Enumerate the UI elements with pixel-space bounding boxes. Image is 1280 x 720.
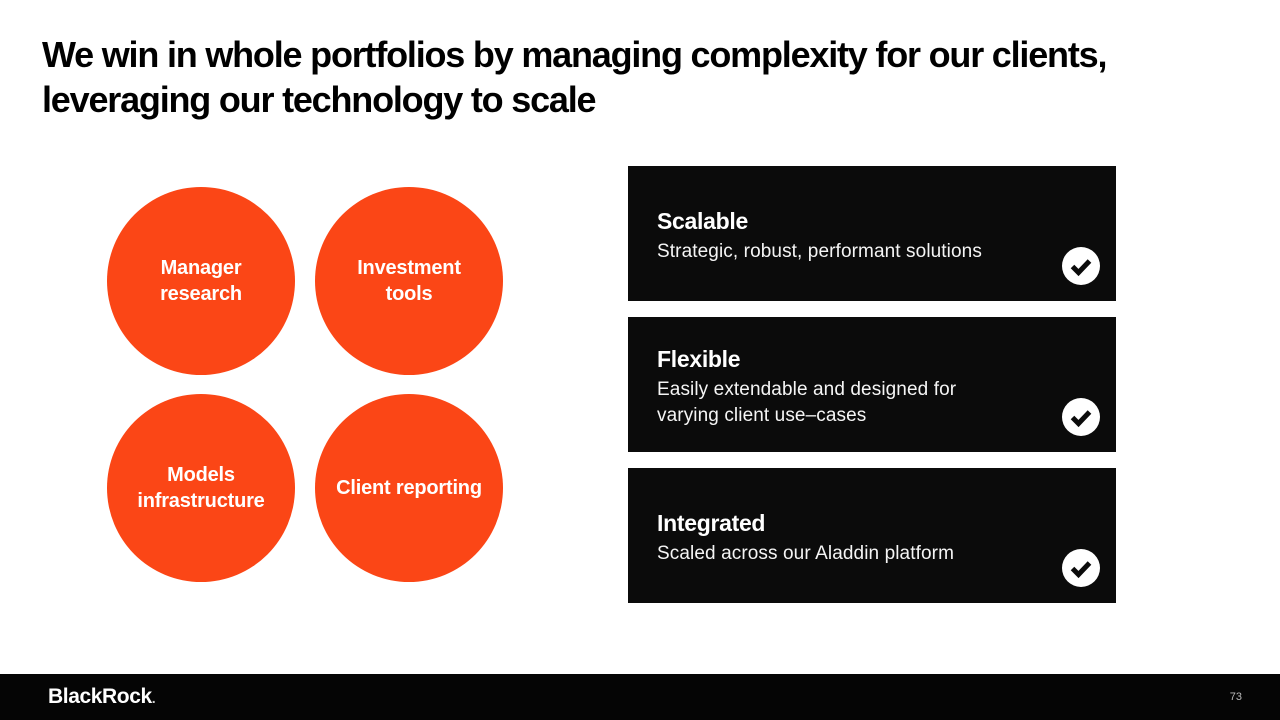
card-title: Scalable [657, 208, 748, 234]
card-description: Easily extendable and designed for varyi… [657, 379, 957, 426]
blackrock-logo-dot: . [151, 690, 156, 706]
slide-title: We win in whole portfolios by managing c… [42, 34, 1107, 120]
page-number: 73 [1229, 691, 1242, 703]
circle-manager-research: Manager research [107, 187, 295, 375]
blackrock-logo: BlackRock. [48, 685, 156, 709]
circle-models-infrastructure: Models infrastructure [107, 394, 295, 582]
card-flexible: Flexible Easily extendable and designed … [628, 317, 1116, 452]
check-circle-icon [1062, 247, 1100, 285]
blackrock-logo-text: BlackRock [48, 685, 152, 708]
capability-circles: Manager research Investment tools Models… [107, 187, 503, 582]
circle-label: Manager research [160, 257, 242, 305]
benefit-cards: Scalable Strategic, robust, performant s… [628, 166, 1116, 603]
footer-bar: BlackRock. 73 [0, 674, 1280, 720]
circle-label: Investment tools [357, 257, 461, 305]
check-circle-icon [1062, 549, 1100, 587]
card-description: Strategic, robust, performant solutions [657, 241, 982, 262]
card-integrated: Integrated Scaled across our Aladdin pla… [628, 468, 1116, 603]
card-title: Integrated [657, 510, 766, 536]
circle-client-reporting: Client reporting [315, 394, 503, 582]
card-description: Scaled across our Aladdin platform [657, 543, 954, 564]
card-scalable: Scalable Strategic, robust, performant s… [628, 166, 1116, 301]
circle-investment-tools: Investment tools [315, 187, 503, 375]
circle-label: Client reporting [336, 477, 482, 499]
card-title: Flexible [657, 346, 741, 372]
check-circle-icon [1062, 398, 1100, 436]
circle-label: Models infrastructure [137, 464, 265, 512]
